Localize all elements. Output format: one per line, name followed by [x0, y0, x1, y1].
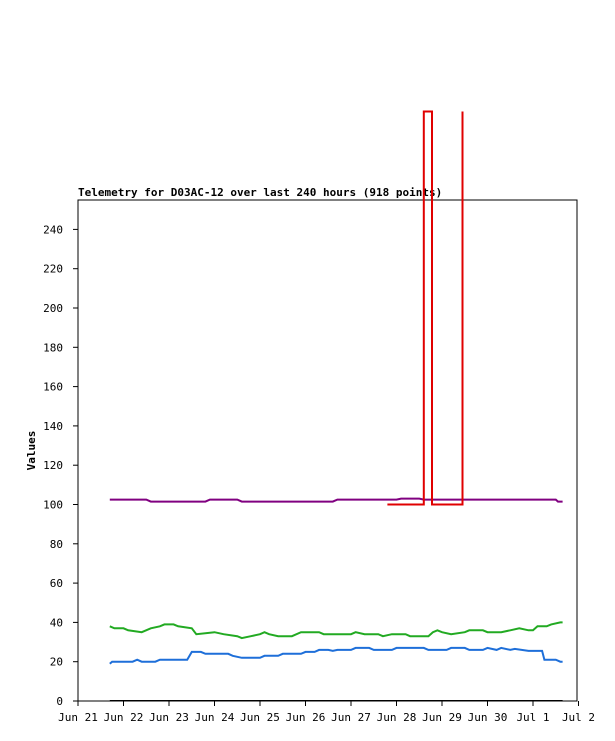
y-axis-label: Values — [25, 431, 38, 471]
x-tick-label: Jun 28 — [377, 711, 417, 724]
series-layer — [109, 110, 563, 701]
y-tick-label: 40 — [50, 616, 63, 629]
y-tick-label: 140 — [43, 420, 63, 433]
series-line-1 — [387, 110, 464, 506]
y-tick-label: 120 — [43, 459, 63, 472]
x-tick-label: Jun 21 — [58, 711, 98, 724]
y-tick-label: 200 — [43, 302, 63, 315]
x-tick-label: Jun 27 — [331, 711, 371, 724]
x-tick-label: Jun 26 — [286, 711, 326, 724]
x-tick-label: Jun 23 — [149, 711, 189, 724]
y-tick-label: 80 — [50, 538, 63, 551]
x-tick-label: Jun 25 — [240, 711, 280, 724]
x-tick-label: Jun 30 — [468, 711, 508, 724]
y-tick-label: 0 — [56, 695, 63, 708]
x-tick-label: Jun 24 — [195, 711, 235, 724]
y-tick-label: 20 — [50, 656, 63, 669]
y-axis: 0 20 40 60 80 100 120 140 160 180 200 220 240 — [43, 223, 78, 708]
series-line-2 — [109, 621, 563, 640]
y-tick-label: 180 — [43, 341, 63, 354]
x-axis: Jun 21 Jun 22 Jun 23 Jun 24 Jun 25 Jun 26 Jun … — [58, 701, 595, 724]
y-tick-label: 240 — [43, 223, 63, 236]
y-tick-label: 100 — [43, 499, 63, 512]
series-line-3 — [109, 646, 563, 665]
x-tick-label: Jul 1 — [516, 711, 549, 724]
x-tick-label: Jul 2 — [562, 711, 595, 724]
y-tick-label: 160 — [43, 381, 63, 394]
x-tick-label: Jun 29 — [422, 711, 462, 724]
y-tick-label: 60 — [50, 577, 63, 590]
x-tick-label: Jun 22 — [104, 711, 144, 724]
series-line-0 — [109, 497, 563, 503]
chart-title: Telemetry for D03AC-12 over last 240 hou… — [78, 186, 442, 199]
y-tick-label: 220 — [43, 263, 63, 276]
plot-frame — [77, 199, 578, 702]
